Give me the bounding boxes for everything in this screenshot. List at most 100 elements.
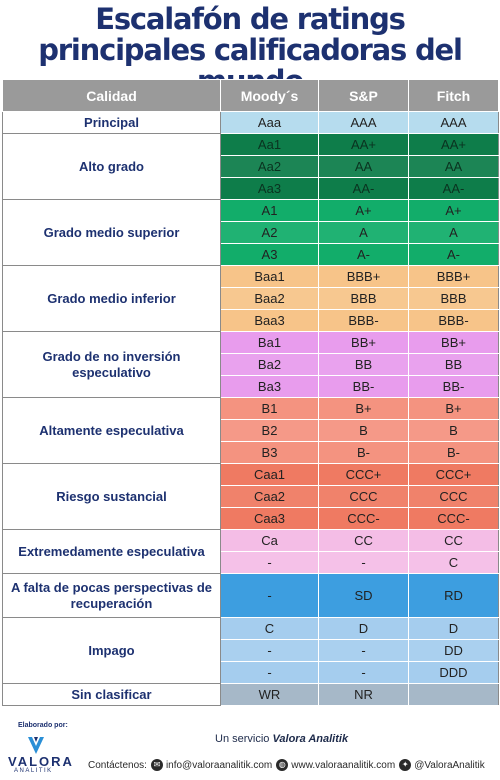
category-cell: Grado de no inversión especulativo (2, 331, 221, 398)
table-row: Altamente especulativa B1 B+ B+ (2, 397, 499, 464)
header-quality: Calidad (2, 79, 221, 112)
rating-cell-fitch: BBB+ (408, 265, 499, 288)
title-line-1: Escalafón de ratings (95, 2, 406, 36)
rating-cell-fitch: BB+ (408, 331, 499, 354)
table-row: Baa3 BBB- BBB- (3, 309, 499, 332)
table-row: Ba3 BB- BB- (3, 375, 499, 398)
rating-cell-moodys: A1 (220, 199, 319, 222)
rating-cell-moodys: C (220, 617, 319, 640)
rating-cell-sp: BBB- (318, 309, 409, 332)
globe-icon: ◍ (276, 759, 289, 771)
category-cell: Grado medio superior (2, 199, 221, 266)
table-row: Grado medio superior A1 A+ A+ (2, 199, 499, 266)
rating-cell-fitch: AA (408, 155, 499, 178)
rating-cell-moodys: Caa1 (220, 463, 319, 486)
table-row: Aa3 AA- AA- (3, 177, 499, 200)
table-row: Caa2 CCC CCC (3, 485, 499, 508)
rating-cell-fitch: BBB (408, 287, 499, 310)
table-row: Ba2 BB BB (3, 353, 499, 376)
table-row: Baa2 BBB BBB (3, 287, 499, 310)
rating-cell-moodys: - (220, 661, 319, 684)
header-sp: S&P (318, 79, 409, 112)
rating-cell-fitch: A (408, 221, 499, 244)
rating-cell-fitch: A- (408, 243, 499, 266)
ratings-table: Calidad Moody´s S&P Fitch Principal Aaa AA… (2, 79, 499, 706)
table-row: Grado de no inversión especulativo Ba1 BB+… (2, 331, 499, 398)
rating-cell-moodys: Baa1 (220, 265, 319, 288)
rating-cell-sp: AA- (318, 177, 409, 200)
table-row: Grado medio inferior Baa1 BBB+ BBB+ (2, 265, 499, 332)
rating-cell-sp: SD (318, 573, 409, 618)
table-row: Aa2 AA AA (3, 155, 499, 178)
service-line: Un servicio Valora Analitik (215, 733, 348, 745)
rating-cell-sp: BBB (318, 287, 409, 310)
rating-cell-moodys: Aa2 (220, 155, 319, 178)
elaborado-label: Elaborado por: (18, 722, 68, 729)
rating-cell-moodys: B1 (220, 397, 319, 420)
category-cell: Alto grado (2, 133, 221, 200)
rating-cell-moodys: Caa3 (220, 507, 319, 530)
rating-cell-fitch: B- (408, 441, 499, 464)
rating-cell-moodys: Ca (220, 529, 319, 552)
twitter-link[interactable]: @ValoraAnalitik (414, 759, 485, 771)
rating-cell-fitch: RD (408, 573, 499, 618)
rating-cell-fitch (408, 683, 499, 706)
rating-cell-sp: - (318, 661, 409, 684)
category-cell: Extremedamente especulativa (2, 529, 221, 574)
web-link[interactable]: www.valoraanalitik.com (291, 759, 396, 771)
rating-cell-fitch: AAA (408, 111, 499, 134)
rating-cell-moodys: A3 (220, 243, 319, 266)
table-row: Caa3 CCC- CCC- (3, 507, 499, 530)
rating-cell-fitch: BB (408, 353, 499, 376)
twitter-icon: ✦ (399, 759, 412, 771)
email-link[interactable]: info@valoraanalitik.com (165, 759, 273, 771)
rating-cell-sp: - (318, 551, 409, 574)
rating-cell-fitch: C (408, 551, 499, 574)
rating-cell-sp: B+ (318, 397, 409, 420)
table-row: - - DD (3, 639, 499, 662)
contact-label: Contáctenos: (88, 759, 147, 771)
rating-cell-fitch: BB- (408, 375, 499, 398)
rating-cell-fitch: CCC (408, 485, 499, 508)
table-row: Sin clasificar WR NR (2, 683, 499, 706)
rating-cell-moodys: Ba1 (220, 331, 319, 354)
rating-cell-sp: BB+ (318, 331, 409, 354)
rating-cell-moodys: - (220, 573, 319, 618)
category-cell: Principal (2, 111, 221, 134)
rating-cell-fitch: B+ (408, 397, 499, 420)
ratings-table-body: Principal Aaa AAA AAA Alto grado Aa1 AA+ AA+ Aa2… (2, 111, 499, 706)
service-prefix: Un servicio (215, 733, 270, 745)
valora-logo-icon (28, 737, 44, 754)
rating-cell-sp: CCC (318, 485, 409, 508)
rating-cell-sp: - (318, 639, 409, 662)
rating-cell-fitch: CC (408, 529, 499, 552)
table-row: --C (3, 551, 499, 574)
rating-cell-fitch: A+ (408, 199, 499, 222)
category-cell: A falta de pocas perspectivas de recuper… (2, 573, 221, 618)
rating-cell-moodys: Ba2 (220, 353, 319, 376)
rating-cell-sp: A- (318, 243, 409, 266)
category-cell: Impago (2, 617, 221, 684)
category-cell: Sin clasificar (2, 683, 221, 706)
category-cell: Riesgo sustancial (2, 463, 221, 530)
service-brand: Valora Analitik (272, 733, 349, 745)
rating-cell-fitch: D (408, 617, 499, 640)
table-row: Riesgo sustancial Caa1 CCC+ CCC+ (2, 463, 499, 530)
rating-cell-sp: CCC- (318, 507, 409, 530)
rating-cell-sp: CC (318, 529, 409, 552)
table-row: Impago C D D (2, 617, 499, 684)
logo-subtext: ANALITIK (14, 768, 53, 774)
rating-cell-moodys: B2 (220, 419, 319, 442)
table-row: A falta de pocas perspectivas de recuper… (2, 573, 499, 618)
rating-cell-fitch: AA- (408, 177, 499, 200)
table-row: B3 B- B- (3, 441, 499, 464)
rating-cell-moodys: Aa3 (220, 177, 319, 200)
rating-cell-fitch: CCC+ (408, 463, 499, 486)
category-cell: Altamente especulativa (2, 397, 221, 464)
page-title: Escalafón de ratings principales calific… (0, 4, 500, 97)
table-row: A3 A- A- (3, 243, 499, 266)
rating-cell-sp: B (318, 419, 409, 442)
rating-cell-fitch: DD (408, 639, 499, 662)
rating-cell-fitch: CCC- (408, 507, 499, 530)
rating-cell-sp: BB- (318, 375, 409, 398)
